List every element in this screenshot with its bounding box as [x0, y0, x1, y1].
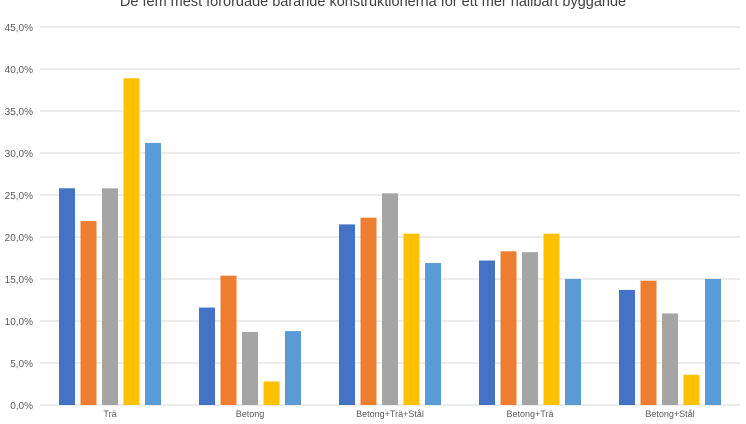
y-tick-label: 40,0% — [5, 65, 33, 76]
y-tick-label: 20,0% — [5, 233, 33, 244]
bar — [199, 307, 215, 405]
y-tick-label: 35,0% — [5, 107, 33, 118]
bar — [59, 188, 75, 405]
x-tick-label: Betong+Trä+Stål — [356, 409, 424, 419]
y-tick-label: 45,0% — [5, 23, 33, 34]
bar — [479, 260, 495, 405]
bar — [705, 279, 721, 405]
bar — [382, 193, 398, 405]
bar — [220, 275, 237, 405]
bar — [640, 280, 657, 405]
bar — [145, 142, 161, 406]
bar — [80, 221, 97, 405]
bar — [242, 331, 258, 405]
y-tick-label: 15,0% — [5, 275, 33, 286]
y-tick-label: 0,0% — [10, 401, 33, 412]
bar — [683, 374, 700, 405]
bar — [263, 381, 280, 405]
chart-title: De fem mest förordade bärande konstrukti… — [119, 0, 627, 10]
y-tick-label: 10,0% — [5, 317, 33, 328]
x-tick-label: Betong — [236, 409, 265, 419]
x-tick-label: Trä — [103, 409, 116, 419]
y-tick-label: 25,0% — [5, 191, 33, 202]
bar — [543, 233, 560, 405]
bar — [662, 313, 678, 405]
bar — [619, 289, 635, 405]
bar — [522, 252, 538, 405]
bar — [360, 217, 377, 405]
bar — [565, 279, 581, 405]
bar — [403, 233, 420, 405]
bar — [123, 78, 140, 406]
x-tick-label: Betong+Stål — [645, 409, 694, 419]
y-tick-label: 30,0% — [5, 149, 33, 160]
y-tick-label: 5,0% — [10, 359, 33, 370]
bar — [425, 263, 441, 405]
bar — [500, 251, 517, 405]
bar — [285, 331, 301, 405]
bar — [339, 224, 355, 405]
x-tick-label: Betong+Trä — [507, 409, 554, 419]
bar — [102, 188, 118, 405]
